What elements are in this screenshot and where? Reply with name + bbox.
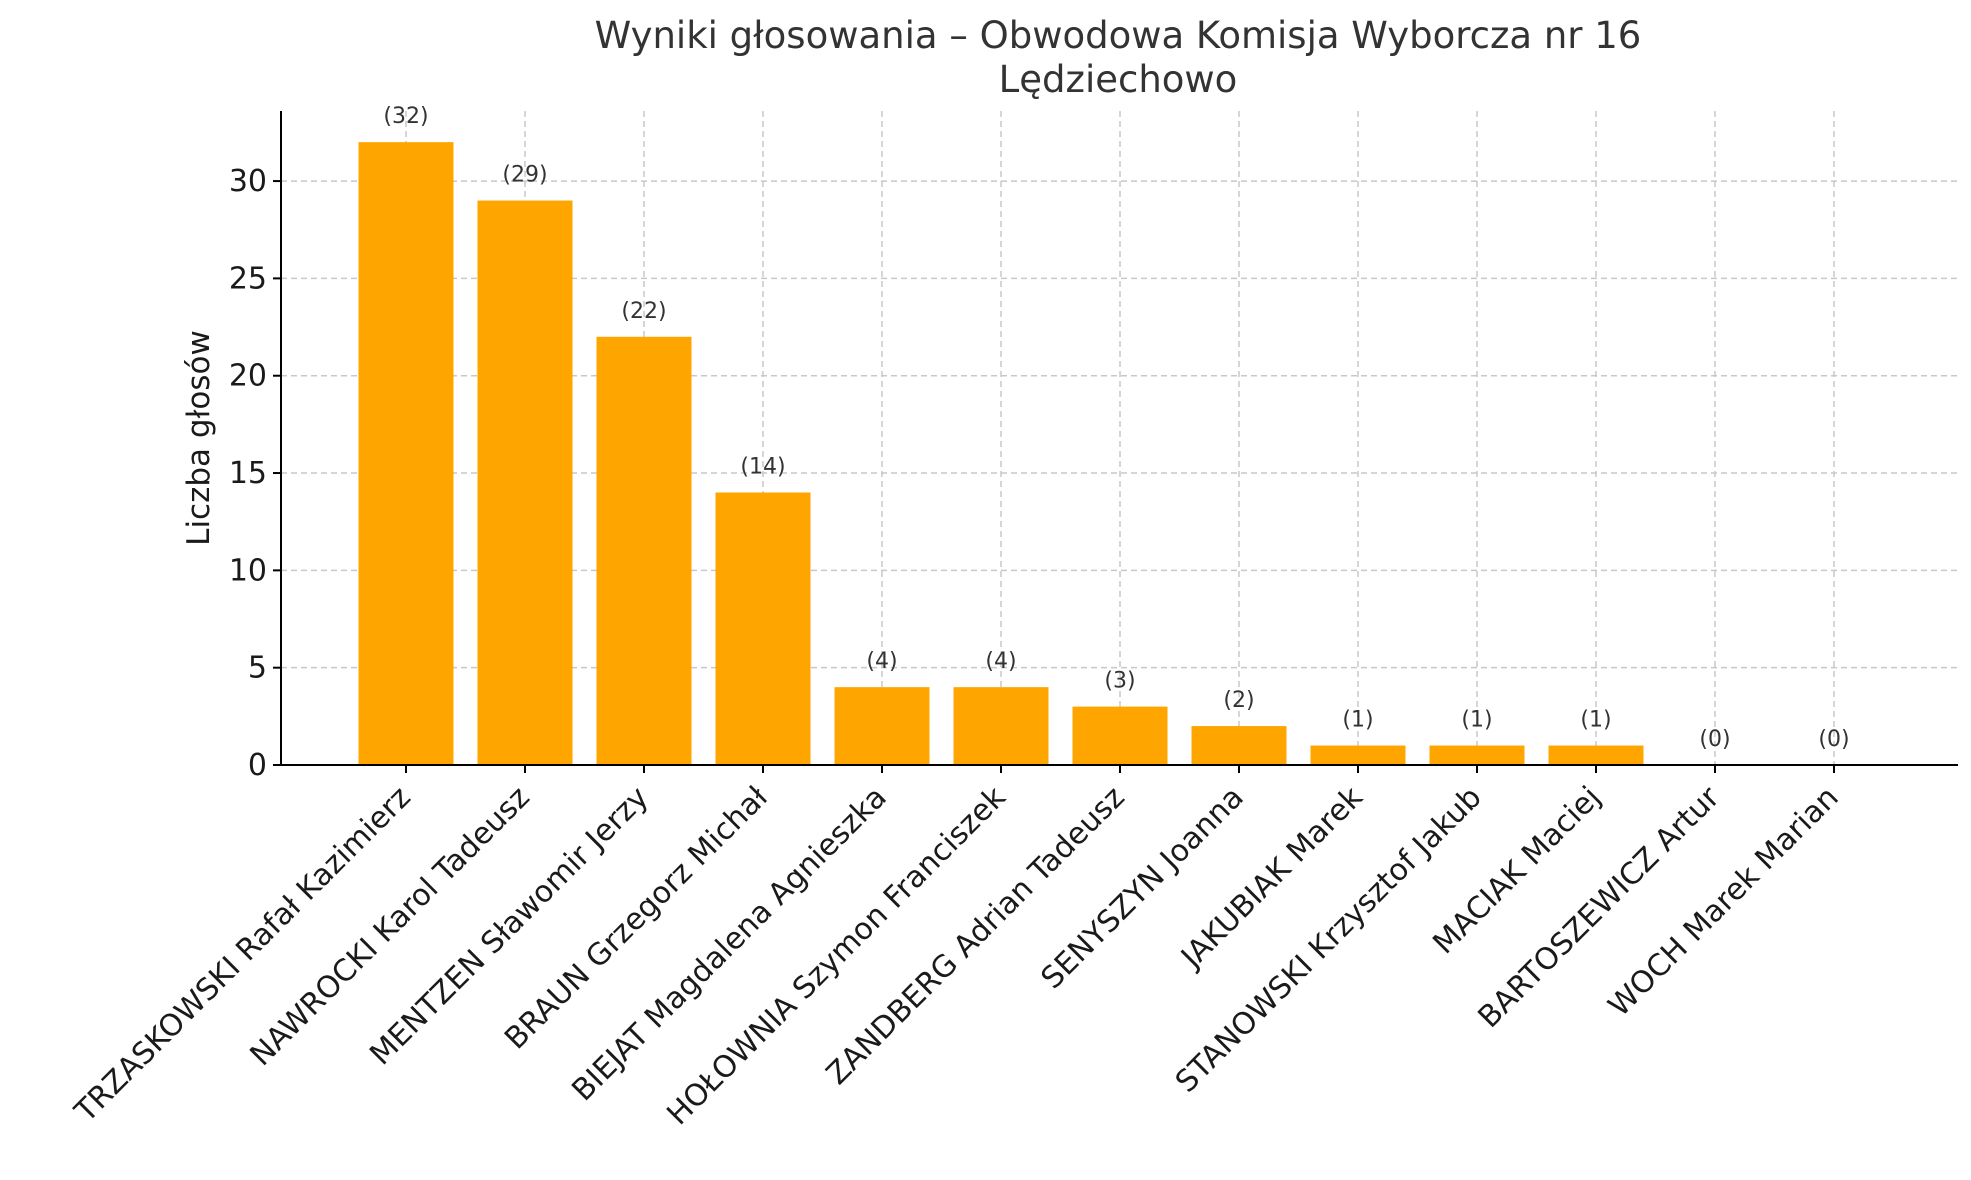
bar-value-label: (29) xyxy=(502,163,547,188)
y-tick-label: 10 xyxy=(229,553,267,588)
bar-value-label: (1) xyxy=(1461,708,1492,733)
x-tick-label: WOCH Marek Marian xyxy=(1602,780,1846,1024)
y-tick-label: 20 xyxy=(229,359,267,394)
y-tick-label: 30 xyxy=(229,164,267,199)
chart-title: Wyniki głosowania – Obwodowa Komisja Wyb… xyxy=(595,14,1642,57)
y-tick-label: 15 xyxy=(229,456,267,491)
y-tick-label: 25 xyxy=(229,261,267,296)
bar xyxy=(1310,745,1406,765)
bar xyxy=(715,492,811,765)
bar-value-label: (4) xyxy=(985,649,1016,674)
bar-value-label: (4) xyxy=(866,649,897,674)
bar-value-label: (14) xyxy=(740,455,785,480)
bar-value-label: (1) xyxy=(1342,708,1373,733)
bar xyxy=(834,687,930,765)
bar-value-label: (3) xyxy=(1104,669,1135,694)
chart-subtitle: Lędziechowo xyxy=(999,58,1238,101)
bar xyxy=(1548,745,1644,765)
bar xyxy=(596,336,692,765)
bar xyxy=(953,687,1049,765)
y-axis-ticks: 0 5 10 15 20 25 30 xyxy=(229,164,281,783)
y-tick-label: 0 xyxy=(248,748,267,783)
x-tick-label: SENYSZYN Joanna xyxy=(1035,780,1251,996)
bar xyxy=(1191,726,1287,765)
bar-value-label: (0) xyxy=(1699,727,1730,752)
bar xyxy=(1072,706,1168,765)
bar xyxy=(1429,745,1525,765)
bar-value-label: (1) xyxy=(1580,708,1611,733)
y-axis-label: Liczba głosów xyxy=(181,330,217,546)
bar-value-label: (2) xyxy=(1223,688,1254,713)
y-tick-label: 5 xyxy=(248,651,267,686)
value-labels: (32) (29) (22) (14) (4) (4) (3) (2) (1) (1) (1) (0)… xyxy=(383,104,1849,752)
bar xyxy=(477,200,573,766)
x-tick-label: BARTOSZEWICZ Artur xyxy=(1472,779,1728,1035)
bar xyxy=(358,142,454,766)
bar-value-label: (22) xyxy=(621,299,666,324)
bars xyxy=(358,142,1644,766)
bar-value-label: (0) xyxy=(1818,727,1849,752)
bar-value-label: (32) xyxy=(383,104,428,129)
